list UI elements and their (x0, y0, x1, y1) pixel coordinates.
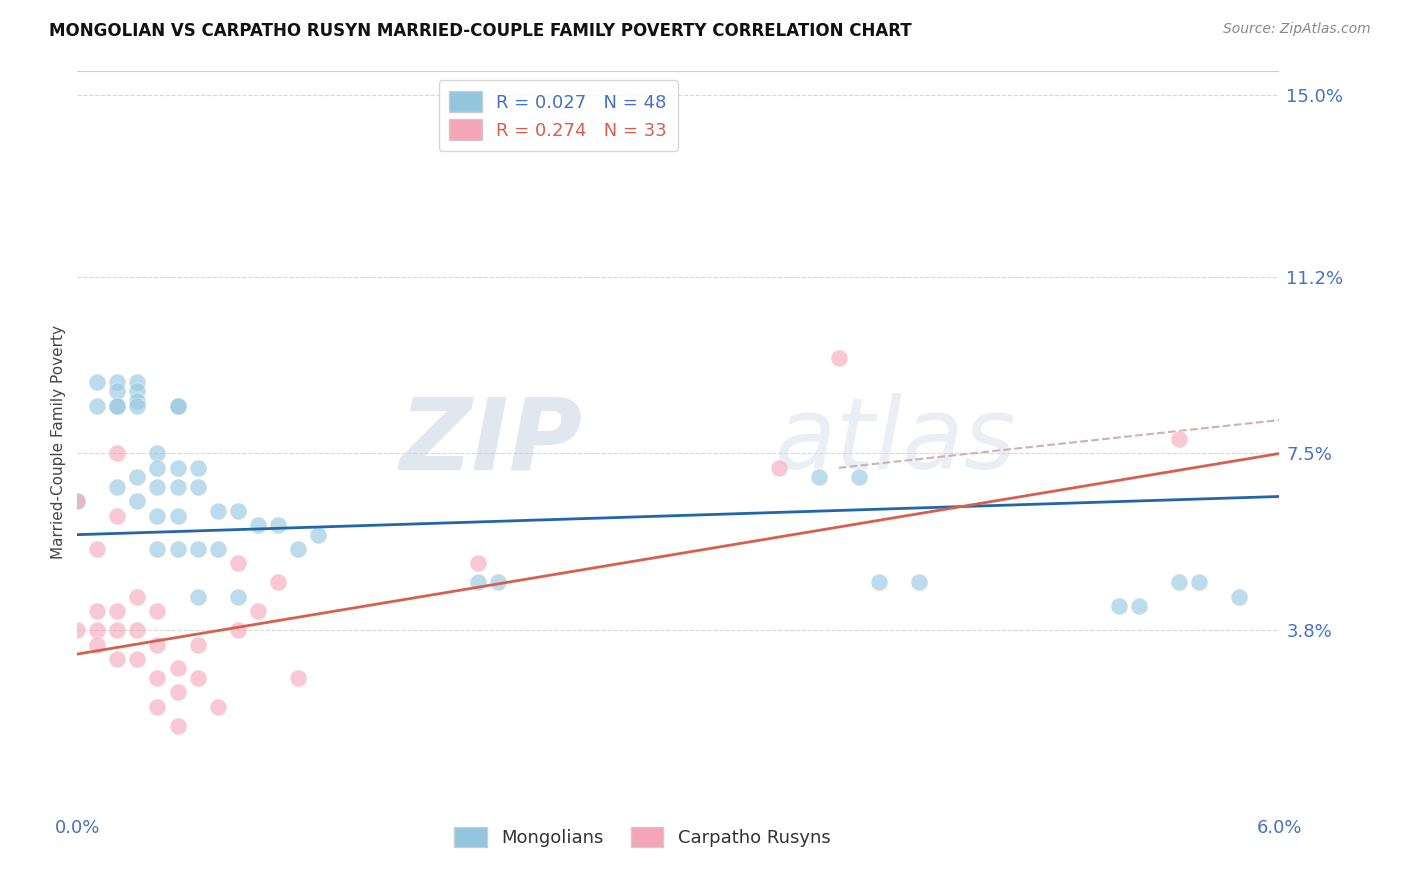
Point (146, 604, 169, 618)
Point (166, 460, 188, 475)
Point (186, 480, 209, 494)
Point (86, 399, 108, 413)
Point (127, 624, 149, 638)
Point (146, 460, 169, 475)
Point (848, 470, 870, 484)
Point (828, 351, 851, 365)
Point (287, 671, 309, 685)
Point (486, 575, 509, 590)
Point (107, 399, 129, 413)
Point (166, 719, 188, 733)
Point (226, 590, 249, 604)
Point (107, 652, 129, 666)
Text: ZIP: ZIP (399, 393, 582, 490)
Point (246, 604, 269, 618)
Point (107, 384, 129, 399)
Point (166, 399, 188, 413)
Point (186, 671, 209, 685)
Point (226, 624, 249, 638)
Point (127, 384, 149, 399)
Point (207, 504, 229, 518)
Point (127, 652, 149, 666)
Point (186, 541, 209, 556)
Point (467, 557, 489, 571)
Point (146, 699, 169, 714)
Point (127, 399, 149, 413)
Point (127, 375, 149, 389)
Point (107, 480, 129, 494)
Point (1229, 590, 1251, 604)
Point (1108, 599, 1130, 614)
Point (146, 446, 169, 460)
Point (127, 590, 149, 604)
Point (1188, 575, 1211, 590)
Point (66, 494, 89, 508)
Point (146, 638, 169, 652)
Point (246, 518, 269, 533)
Point (467, 575, 489, 590)
Point (127, 494, 149, 508)
Point (1168, 575, 1191, 590)
Point (207, 699, 229, 714)
Point (226, 504, 249, 518)
Point (86, 624, 108, 638)
Text: MONGOLIAN VS CARPATHO RUSYN MARRIED-COUPLE FAMILY POVERTY CORRELATION CHART: MONGOLIAN VS CARPATHO RUSYN MARRIED-COUP… (49, 22, 912, 40)
Text: atlas: atlas (775, 393, 1017, 490)
Point (207, 541, 229, 556)
Point (107, 508, 129, 523)
Point (86, 638, 108, 652)
Point (166, 508, 188, 523)
Point (166, 399, 188, 413)
Point (107, 375, 129, 389)
Point (146, 508, 169, 523)
Point (146, 671, 169, 685)
Point (1128, 599, 1150, 614)
Point (66, 624, 89, 638)
Point (166, 480, 188, 494)
Point (107, 399, 129, 413)
Point (186, 638, 209, 652)
Point (166, 685, 188, 699)
Point (186, 460, 209, 475)
Point (287, 541, 309, 556)
Point (107, 624, 129, 638)
Point (146, 480, 169, 494)
Point (146, 541, 169, 556)
Point (267, 575, 290, 590)
Point (868, 575, 890, 590)
Point (166, 541, 188, 556)
Point (107, 604, 129, 618)
Point (267, 518, 290, 533)
Legend: Mongolians, Carpatho Rusyns: Mongolians, Carpatho Rusyns (443, 815, 841, 858)
Text: Source: ZipAtlas.com: Source: ZipAtlas.com (1223, 22, 1371, 37)
Point (768, 460, 790, 475)
Point (127, 470, 149, 484)
Point (66, 494, 89, 508)
Point (107, 446, 129, 460)
Point (127, 393, 149, 408)
Point (1168, 432, 1191, 446)
Point (807, 470, 830, 484)
Point (86, 375, 108, 389)
Point (307, 527, 329, 541)
Y-axis label: Married-Couple Family Poverty: Married-Couple Family Poverty (51, 325, 66, 558)
Point (86, 604, 108, 618)
Point (226, 557, 249, 571)
Point (166, 661, 188, 675)
Point (186, 590, 209, 604)
Point (86, 541, 108, 556)
Point (908, 575, 931, 590)
